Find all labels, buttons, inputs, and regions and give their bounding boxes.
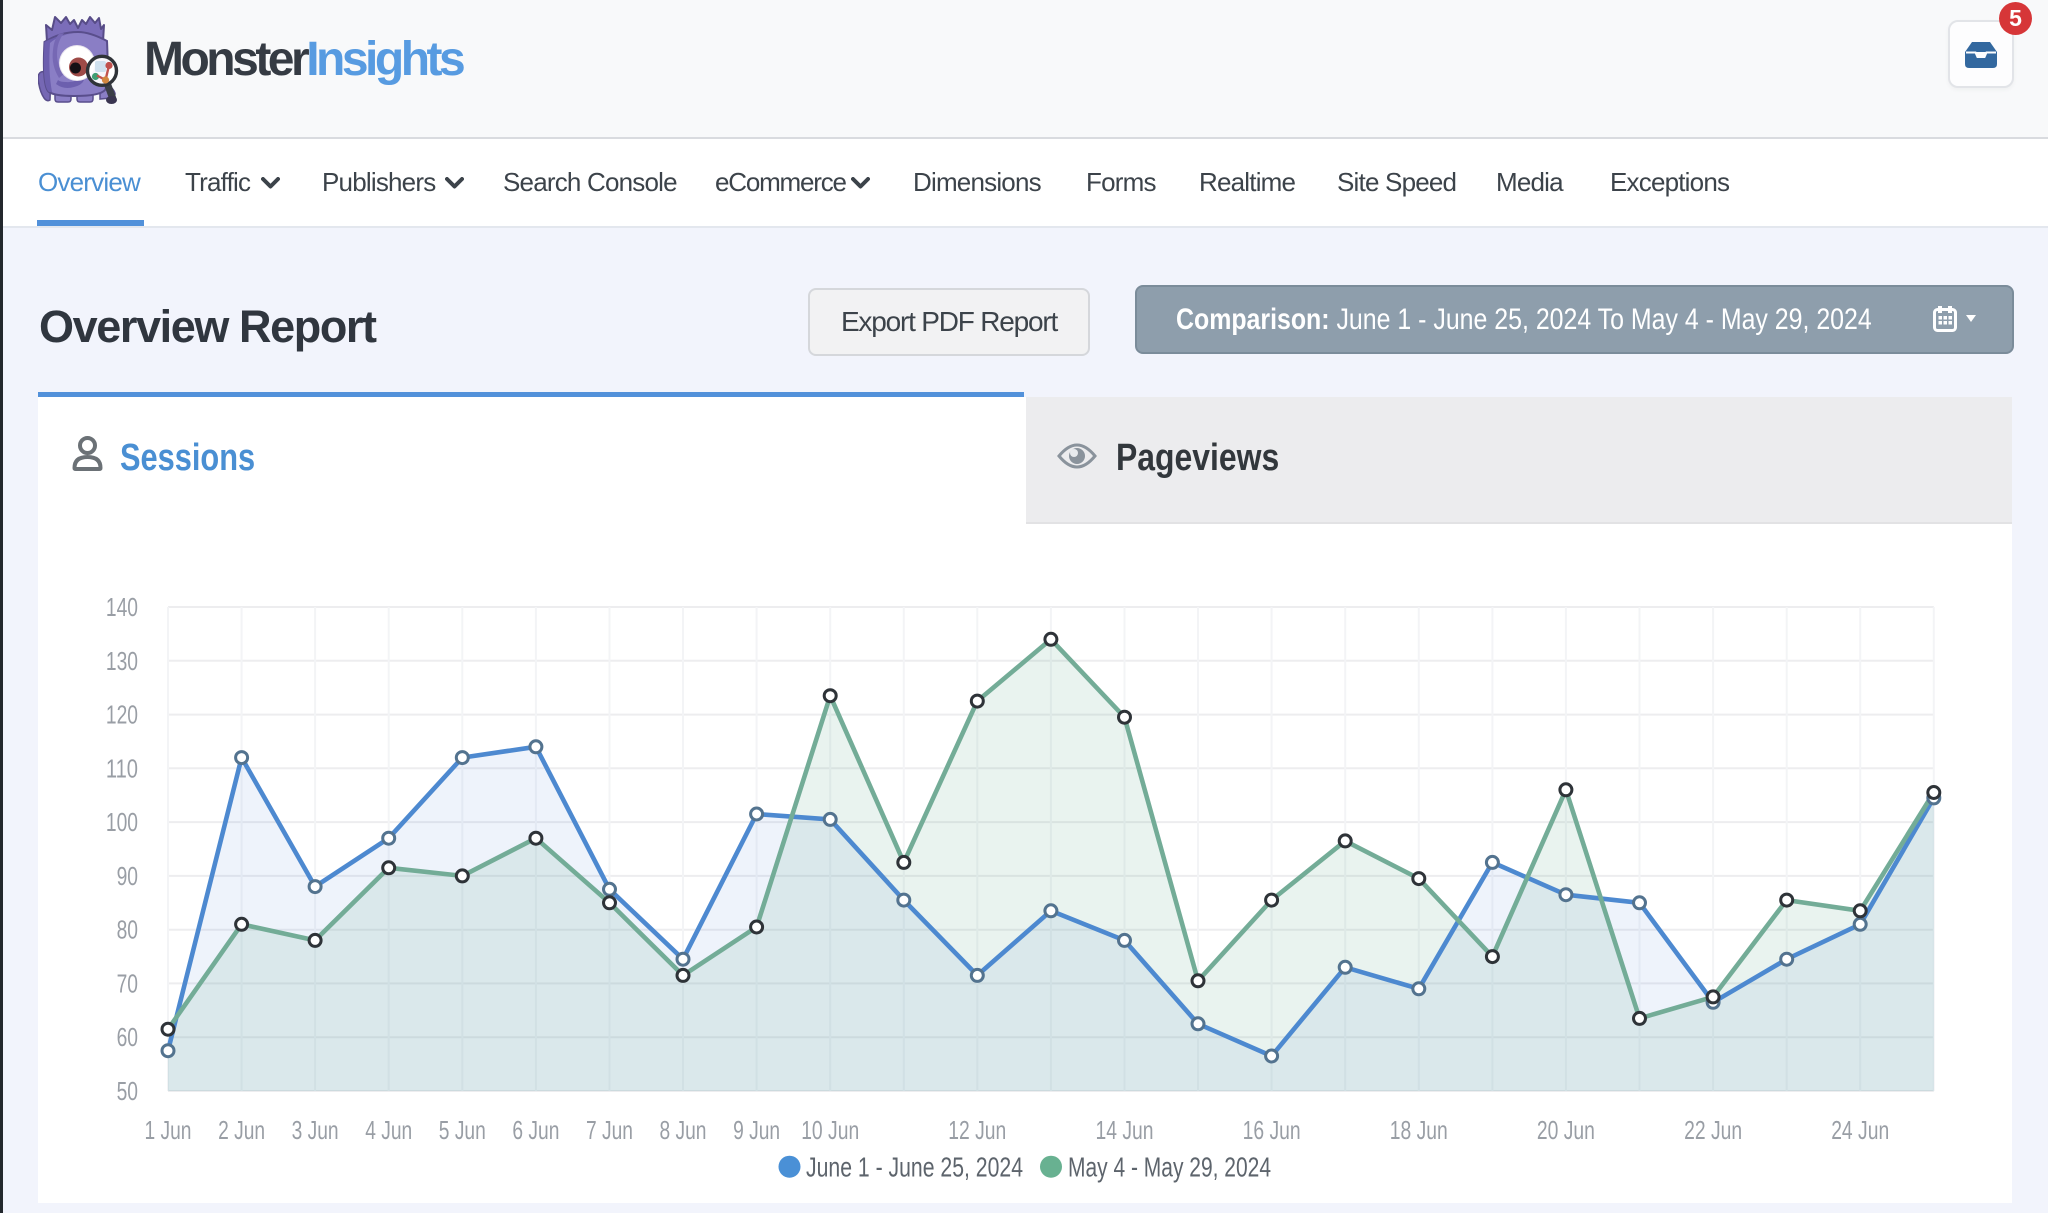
svg-text:7 Jun: 7 Jun: [586, 1115, 633, 1145]
svg-text:9 Jun: 9 Jun: [733, 1115, 780, 1145]
svg-text:20 Jun: 20 Jun: [1537, 1115, 1595, 1145]
svg-text:130: 130: [106, 646, 138, 676]
svg-text:120: 120: [106, 700, 138, 730]
svg-text:24 Jun: 24 Jun: [1831, 1115, 1889, 1145]
svg-text:10 Jun: 10 Jun: [801, 1115, 859, 1145]
svg-text:50: 50: [117, 1076, 138, 1106]
svg-text:1 Jun: 1 Jun: [145, 1115, 192, 1145]
svg-text:8 Jun: 8 Jun: [660, 1115, 707, 1145]
svg-text:3 Jun: 3 Jun: [292, 1115, 339, 1145]
svg-text:2 Jun: 2 Jun: [218, 1115, 265, 1145]
svg-text:June 1 - June 25, 2024: June 1 - June 25, 2024: [806, 1152, 1023, 1183]
svg-text:70: 70: [117, 968, 138, 998]
svg-text:6 Jun: 6 Jun: [512, 1115, 559, 1145]
svg-text:16 Jun: 16 Jun: [1243, 1115, 1301, 1145]
svg-text:90: 90: [117, 861, 138, 891]
svg-text:100: 100: [106, 807, 138, 837]
svg-text:4 Jun: 4 Jun: [365, 1115, 412, 1145]
svg-text:18 Jun: 18 Jun: [1390, 1115, 1448, 1145]
svg-text:80: 80: [117, 915, 138, 945]
svg-text:140: 140: [106, 592, 138, 622]
svg-text:12 Jun: 12 Jun: [948, 1115, 1006, 1145]
svg-text:22 Jun: 22 Jun: [1684, 1115, 1742, 1145]
svg-text:60: 60: [117, 1022, 138, 1052]
svg-text:14 Jun: 14 Jun: [1096, 1115, 1154, 1145]
svg-text:5 Jun: 5 Jun: [439, 1115, 486, 1145]
svg-text:110: 110: [106, 753, 138, 783]
svg-text:May 4 - May 29, 2024: May 4 - May 29, 2024: [1068, 1152, 1271, 1183]
